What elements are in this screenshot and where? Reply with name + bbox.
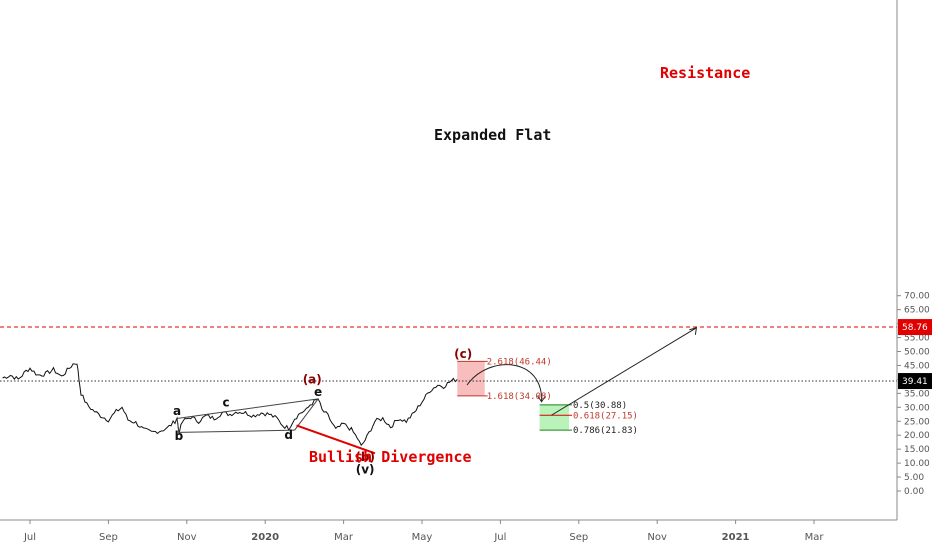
triangle-right-line — [294, 398, 319, 431]
wave-label: (b) — [355, 450, 375, 464]
bullish-divergence-label: Bullish Divergence — [309, 448, 472, 466]
time-axis[interactable]: Jul Sep Nov 2020 Mar May Jul Sep Nov 2021 Mar — [0, 519, 897, 543]
x-tick-label: 2021 — [722, 532, 750, 543]
chart-labels: 2.618(46.44) 1.618(34.08) 0.5(30.88)0.618(… — [173, 347, 638, 476]
price-series — [2, 363, 458, 446]
x-tick-label: Jul — [23, 532, 36, 543]
wave-label: c — [222, 395, 229, 409]
x-tick-label: Mar — [805, 532, 825, 543]
fib-label: 0.786(21.83) — [573, 426, 638, 436]
reference-lines — [0, 326, 897, 382]
resistance-price-tag[interactable] — [898, 319, 932, 336]
divergence-line — [296, 424, 376, 455]
y-tick-label: 45.00 — [904, 361, 930, 371]
x-tick-label: Nov — [647, 532, 667, 543]
x-tick-label: May — [412, 532, 433, 543]
triangle-upper-line — [176, 398, 319, 419]
wave-label: (c) — [454, 347, 472, 361]
triangle-lower-line — [178, 429, 295, 433]
y-tick-label: 5.00 — [904, 473, 924, 483]
fib-label: 1.618(34.08) — [487, 392, 552, 402]
y-tick-label: 0.00 — [904, 487, 924, 497]
y-tick-label: 15.00 — [904, 445, 930, 455]
wave-label: d — [284, 428, 293, 442]
y-tick-label: 55.00 — [904, 334, 930, 344]
wave-label: (v) — [356, 462, 375, 476]
buy-zone — [539, 404, 569, 431]
sell-zone — [457, 361, 485, 396]
fib-label: 2.618(46.44) — [487, 357, 552, 367]
price-axis[interactable]: 70.0065.0060.0055.0050.0045.0040.0035.00… — [896, 0, 932, 520]
y-tick-label: 10.00 — [904, 459, 930, 469]
wave-label: b — [175, 429, 184, 443]
arc-arrowhead — [537, 395, 546, 403]
resistance-price-tag-label: 58.76 — [902, 323, 928, 333]
triangle-left-line — [176, 418, 180, 433]
y-tick-label: 30.00 — [904, 403, 930, 413]
resistance-label: Resistance — [660, 64, 750, 82]
x-tick-label: 2020 — [251, 532, 279, 543]
y-tick-label: 70.00 — [904, 292, 930, 302]
price-line — [2, 363, 458, 446]
wave-label: (a) — [303, 373, 322, 387]
target-arrowhead — [689, 327, 698, 335]
fib-label: 0.5(30.88) — [573, 401, 627, 411]
fib-zones — [457, 360, 572, 431]
target-arrow-line — [551, 327, 697, 416]
wave-label: e — [314, 385, 322, 399]
y-tick-label: 25.00 — [904, 417, 930, 427]
current-price-tag-label: 39.41 — [902, 377, 928, 387]
expanded-flat-label: Expanded Flat — [434, 126, 551, 144]
y-tick-label: 50.00 — [904, 348, 930, 358]
x-tick-label: Jul — [493, 532, 506, 543]
x-tick-label: Nov — [177, 532, 197, 543]
y-tick-label: 35.00 — [904, 389, 930, 399]
wave-drawings — [176, 327, 698, 455]
y-tick-label: 65.00 — [904, 306, 930, 316]
x-tick-label: Mar — [334, 532, 354, 543]
fib-label: 0.618(27.15) — [573, 411, 638, 421]
current-price-tag[interactable] — [898, 373, 932, 390]
wave-label: a — [173, 404, 181, 418]
projection-arc — [466, 364, 543, 402]
x-tick-label: Sep — [569, 532, 588, 543]
y-tick-label: 20.00 — [904, 431, 930, 441]
x-tick-label: Sep — [99, 532, 118, 543]
